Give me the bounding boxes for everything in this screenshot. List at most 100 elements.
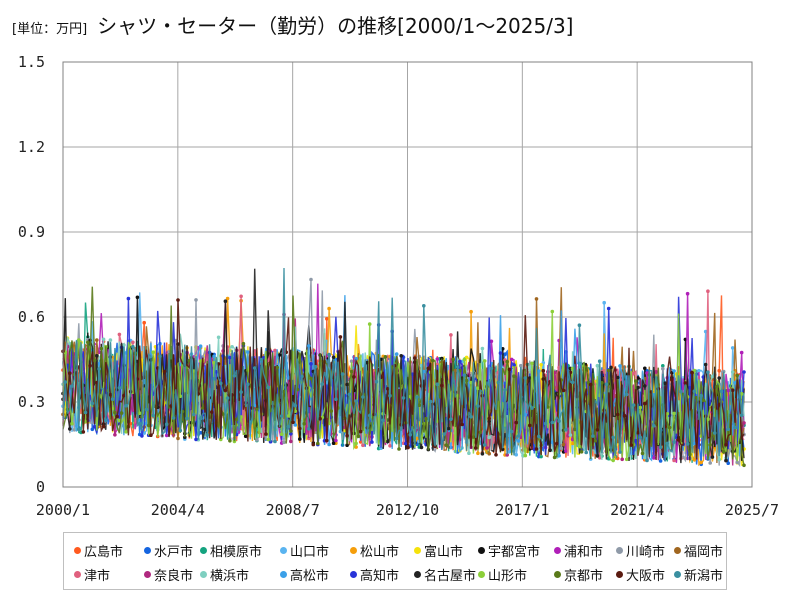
legend-item: 川崎市 [616, 541, 665, 560]
series-point [219, 437, 223, 442]
series-point [528, 365, 532, 370]
series-point [232, 374, 237, 378]
legend-label: 名古屋市 [424, 569, 477, 584]
series-point [733, 425, 737, 430]
series-point [408, 432, 413, 437]
legend-item: 京都市 [554, 565, 603, 584]
series-point [730, 346, 735, 350]
series-point [530, 361, 534, 366]
series-point [487, 416, 492, 421]
series-point [307, 344, 311, 348]
series-point [665, 412, 670, 416]
series-point [338, 335, 343, 339]
series-point [404, 441, 408, 446]
series-point [699, 460, 703, 465]
series-point [131, 340, 135, 345]
legend-swatch [414, 571, 421, 578]
series-point [624, 457, 629, 462]
series-point [706, 370, 710, 375]
series-point [541, 368, 546, 373]
legend-label: 相模原市 [210, 545, 263, 560]
series-point [692, 458, 697, 462]
line-chart: 0 0.3 0.6 0.9 1.2 1.5 2000/1 2004/4 2008/7 2012/… [18, 53, 779, 519]
series-point [185, 416, 189, 421]
series-point [142, 320, 146, 325]
series-point [449, 333, 453, 337]
series-point [543, 421, 548, 426]
series-point [291, 420, 295, 425]
legend-swatch [144, 571, 151, 578]
y-tick-label: 0.6 [18, 308, 45, 326]
series-point [595, 363, 600, 368]
series-point [629, 451, 634, 456]
series-point [381, 418, 386, 423]
series-point [523, 412, 528, 417]
legend-item: 津市 [74, 565, 110, 584]
series-point [620, 457, 624, 462]
legend-label: 浦和市 [564, 545, 604, 560]
series-point [352, 375, 356, 379]
series-point [88, 363, 92, 368]
y-tick-label: 1.2 [18, 138, 45, 156]
legend-item: 高知市 [350, 565, 399, 584]
series-point [349, 359, 354, 364]
series-point [282, 389, 286, 394]
series-point [140, 434, 144, 438]
series-point [539, 363, 543, 367]
series-point [570, 380, 575, 385]
x-tick-label: 2008/7 [266, 501, 320, 519]
series-point [228, 439, 232, 443]
series-point [243, 434, 248, 439]
series-point [151, 350, 155, 355]
legend-item: 宇都宮市 [478, 541, 540, 560]
series-point [192, 412, 196, 417]
series-point [561, 388, 566, 393]
series-point [442, 432, 446, 436]
series-point [507, 367, 512, 372]
x-tick-label: 2012/10 [376, 501, 439, 519]
series-point [266, 385, 271, 390]
series-point [210, 410, 214, 414]
series-point [117, 332, 122, 337]
series-point [419, 445, 424, 450]
series-point [149, 433, 153, 438]
series-point [739, 413, 744, 418]
series-point [444, 443, 449, 447]
series-point [286, 424, 291, 429]
series-point [539, 454, 543, 459]
series-point [194, 298, 198, 302]
series-point [158, 354, 162, 359]
series-point [487, 435, 492, 440]
series-point [636, 376, 640, 380]
legend-swatch [478, 547, 485, 554]
series-point [579, 450, 584, 454]
series-point [622, 413, 627, 418]
series-point [478, 430, 483, 435]
series-point [550, 309, 555, 314]
series-point [198, 344, 203, 349]
series-point [496, 380, 501, 385]
series-point [692, 368, 697, 373]
legend-swatch [674, 547, 681, 554]
series-point [252, 366, 257, 370]
series-point [370, 440, 374, 444]
series-point [455, 365, 460, 369]
series-point [318, 416, 322, 421]
legend-item: 広島市 [74, 541, 123, 560]
series-point [516, 439, 521, 443]
x-tick-label: 2017/1 [495, 501, 549, 519]
series-point [661, 364, 665, 368]
series-point [462, 373, 467, 378]
series-point [446, 426, 451, 431]
series-point [503, 352, 507, 357]
series-point [325, 438, 329, 443]
series-point [604, 382, 609, 387]
series-point [300, 374, 304, 379]
series-point [460, 422, 464, 427]
series-point [717, 368, 721, 373]
series-point [345, 443, 349, 448]
series-point [327, 352, 331, 357]
series-point [201, 406, 205, 410]
legend-item: 新潟市 [674, 565, 723, 584]
legend: 広島市 水戸市 相模原市 山口市 松山市 富山市 宇都宮市 浦和市 川崎市 福岡市 津市 奈良市 横浜市… [63, 532, 727, 590]
